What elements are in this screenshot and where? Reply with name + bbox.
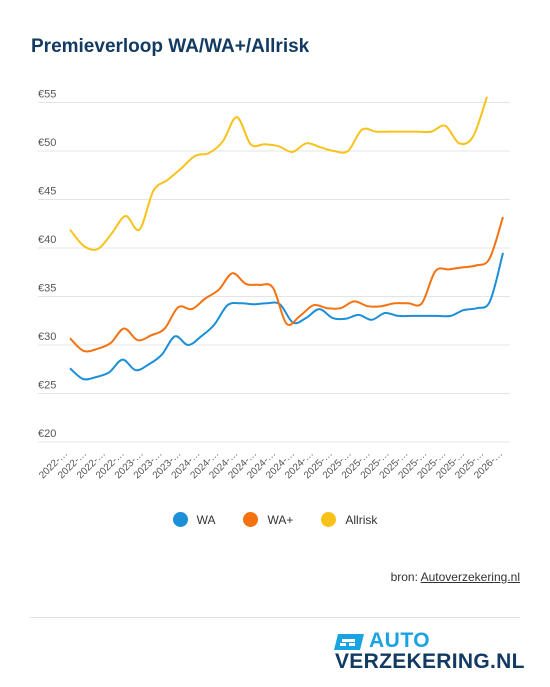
legend-label-wa: WA — [196, 512, 216, 527]
legend-label-wa-plus: WA+ — [267, 512, 294, 527]
car-shield-icon — [334, 634, 364, 650]
logo-text-auto: AUTO — [369, 629, 431, 652]
legend-swatch-wa — [172, 512, 188, 527]
legend-swatch-allrisk — [321, 512, 337, 527]
legend-item-wa-plus[interactable]: WA+ — [243, 512, 293, 527]
series-line-wa-plus[interactable] — [69, 216, 504, 353]
legend-item-wa[interactable]: WA — [172, 512, 216, 527]
line-chart: €20 €25 €30 €35 €40 €45 €50 €55 2022-…2022-…202… — [37, 89, 510, 481]
y-axis-labels: €20 €25 €30 €35 €40 €45 €50 €55 — [38, 89, 56, 440]
chart-title: Premieverloop WA/WA+/Allrisk — [31, 36, 310, 57]
source-note: bron: Autoverzekering.nl — [391, 570, 520, 584]
y-tick-label: €20 — [38, 428, 56, 440]
legend-item-allrisk[interactable]: Allrisk — [321, 512, 377, 527]
y-tick-label: €30 — [38, 331, 56, 343]
y-tick-label: €40 — [38, 234, 56, 246]
source-link[interactable]: Autoverzekering.nl — [420, 570, 520, 584]
x-axis-labels: 2022-…2022-…2022-…2022-…2023-…2023-…2023… — [37, 448, 505, 481]
series-lines — [69, 96, 504, 381]
y-tick-label: €45 — [38, 186, 56, 198]
logo-text-verzekering: VERZEKERING.NL — [335, 650, 525, 673]
grid-lines — [38, 102, 510, 443]
legend: WA WA+ Allrisk — [0, 512, 550, 527]
legend-swatch-wa-plus — [243, 512, 259, 527]
y-tick-label: €25 — [38, 380, 56, 392]
y-tick-label: €50 — [38, 137, 56, 149]
source-prefix: bron: — [390, 570, 418, 584]
y-tick-label: €35 — [38, 283, 56, 295]
series-line-wa[interactable] — [69, 252, 504, 381]
brand-logo[interactable]: AUTO VERZEKERING.NL — [334, 629, 525, 676]
divider — [30, 617, 520, 618]
series-line-allrisk[interactable] — [69, 96, 488, 251]
y-tick-label: €55 — [38, 89, 56, 101]
legend-label-allrisk: Allrisk — [345, 512, 378, 527]
